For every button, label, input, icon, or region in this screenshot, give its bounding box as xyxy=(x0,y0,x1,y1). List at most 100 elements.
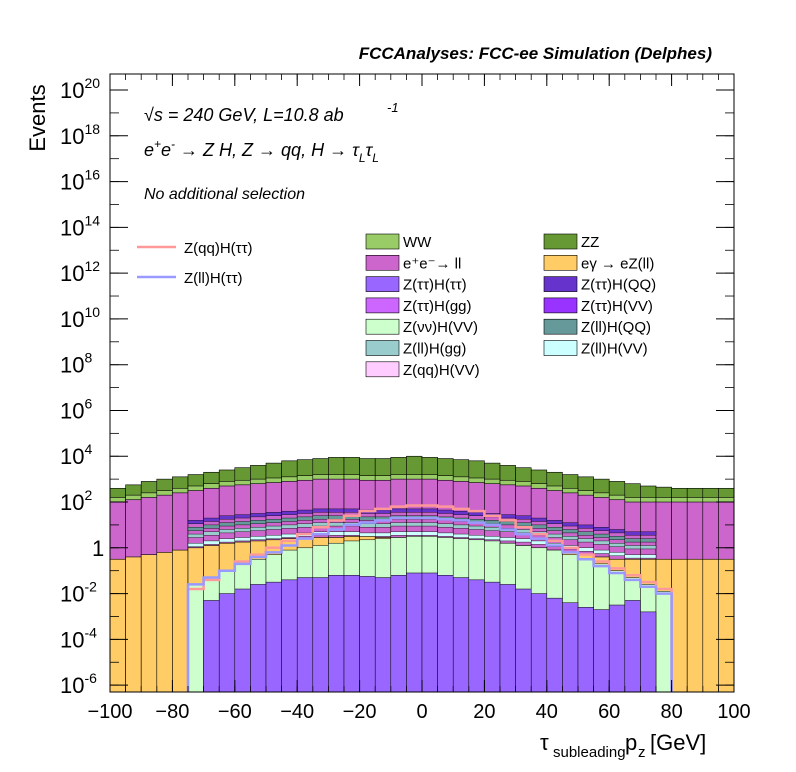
hist-bin xyxy=(250,584,267,693)
legend-swatch xyxy=(365,340,400,356)
hist-bin xyxy=(437,509,454,514)
hist-bin xyxy=(453,533,470,538)
hist-bin xyxy=(359,532,376,537)
hist-bin xyxy=(562,536,579,540)
hist-bin xyxy=(312,508,329,513)
hist-bin xyxy=(234,528,251,532)
hist-bin xyxy=(218,515,235,520)
y-tick-label: 1020 xyxy=(60,75,100,103)
hist-bin xyxy=(203,517,220,522)
hist-bin xyxy=(406,572,423,693)
svg-text:e+e- → Z H, Z → qq, H → τLτL: e+e- → Z H, Z → qq, H → τLτL xyxy=(144,137,379,165)
hist-bin xyxy=(499,537,516,542)
x-tick-label: 60 xyxy=(598,701,620,723)
hist-bin xyxy=(593,549,610,554)
x-axis-label: τ subleading p z [GeV] xyxy=(540,730,706,761)
hist-bin xyxy=(484,536,501,540)
hist-bin xyxy=(156,552,173,693)
hist-bin xyxy=(421,572,438,693)
legend-label: ZZ xyxy=(581,234,599,251)
hist-bin xyxy=(562,602,579,693)
hist-bin xyxy=(640,545,657,550)
legend-label: Z(ll)H(VV) xyxy=(581,341,648,358)
energy-annotation: √s = 240 GeV, L=10.8 ab -1 xyxy=(144,100,399,125)
hist-bin xyxy=(265,512,282,516)
hist-bin xyxy=(577,524,594,529)
hist-bin xyxy=(390,522,407,527)
y-tick-label: 1012 xyxy=(60,258,100,286)
hist-bin xyxy=(468,535,485,539)
legend-label: e⁺e⁻→ ll xyxy=(403,255,461,272)
legend-swatch xyxy=(543,276,578,292)
legend-label: Z(ττ)H(ττ) xyxy=(403,277,467,294)
selection-annotation: No additional selection xyxy=(144,186,305,203)
hist-bin xyxy=(531,540,548,545)
hist-bin xyxy=(484,527,501,531)
hist-bin xyxy=(312,522,329,527)
hist-bin xyxy=(593,609,610,693)
hist-bin xyxy=(468,579,485,693)
x-tick-label: 40 xyxy=(536,701,558,723)
hist-bin xyxy=(390,575,407,693)
hist-bin xyxy=(593,533,610,538)
legend-swatch xyxy=(543,233,578,250)
legend-swatch xyxy=(365,361,400,378)
hist-bin xyxy=(609,536,626,540)
hist-bin xyxy=(187,533,204,538)
process-annotation: e+e- → Z H, Z → qq, H → τLτL xyxy=(144,137,379,165)
hist-bin xyxy=(562,529,579,534)
hist-bin xyxy=(328,522,345,527)
hist-bin xyxy=(437,532,454,537)
hist-bin xyxy=(515,529,532,534)
hist-bin xyxy=(546,597,563,693)
hist-bin xyxy=(453,510,470,515)
hist-bin xyxy=(671,558,688,693)
hist-bin xyxy=(203,540,220,545)
legend-swatch xyxy=(365,255,400,271)
hist-bin xyxy=(421,522,438,527)
hist-bin xyxy=(390,531,407,536)
hist-bin xyxy=(375,523,392,528)
x-tick-label: 0 xyxy=(416,701,427,723)
hist-bin xyxy=(109,558,126,693)
hist-bin xyxy=(312,515,329,520)
hist-bin xyxy=(343,575,360,693)
hist-bin xyxy=(328,531,345,536)
x-tick-label: 100 xyxy=(717,701,750,723)
y-tick-label: 102 xyxy=(60,487,92,515)
hist-bin xyxy=(624,600,641,693)
legend-swatch xyxy=(365,318,400,335)
hist-bin xyxy=(328,515,345,520)
hist-bin xyxy=(468,512,485,516)
hist-bin xyxy=(265,535,282,539)
hist-bin xyxy=(499,521,516,526)
x-tick-label: −100 xyxy=(87,701,132,723)
hist-bin xyxy=(281,533,298,538)
hist-bin xyxy=(609,543,626,547)
hist-bin xyxy=(531,524,548,529)
legend-swatch xyxy=(543,297,578,314)
y-tick-label: 108 xyxy=(60,350,92,378)
hist-bin xyxy=(203,531,220,536)
y-tick-label: 104 xyxy=(60,441,92,469)
hist-bin xyxy=(624,531,641,536)
legend-label: Z(ll)H(QQ) xyxy=(581,319,651,336)
hist-bin xyxy=(624,538,641,543)
hist-bin xyxy=(421,508,438,513)
hist-bin xyxy=(624,545,641,550)
legend-label: Z(qq)H(VV) xyxy=(403,362,480,379)
x-tick-label: 80 xyxy=(660,701,682,723)
hist-bin xyxy=(281,579,298,693)
hist-bin xyxy=(640,531,657,536)
hist-bin xyxy=(437,575,454,693)
hist-bin xyxy=(577,538,594,543)
hist-bin xyxy=(484,520,501,524)
hist-bin xyxy=(452,577,470,693)
hist-z-ll-h-gg- xyxy=(187,522,657,550)
hist-bin xyxy=(234,514,251,519)
hist-bin xyxy=(172,549,189,693)
hist-bin xyxy=(546,533,563,538)
hist-bin xyxy=(359,523,376,528)
legend-label: Z(ll)H(gg) xyxy=(403,341,466,358)
